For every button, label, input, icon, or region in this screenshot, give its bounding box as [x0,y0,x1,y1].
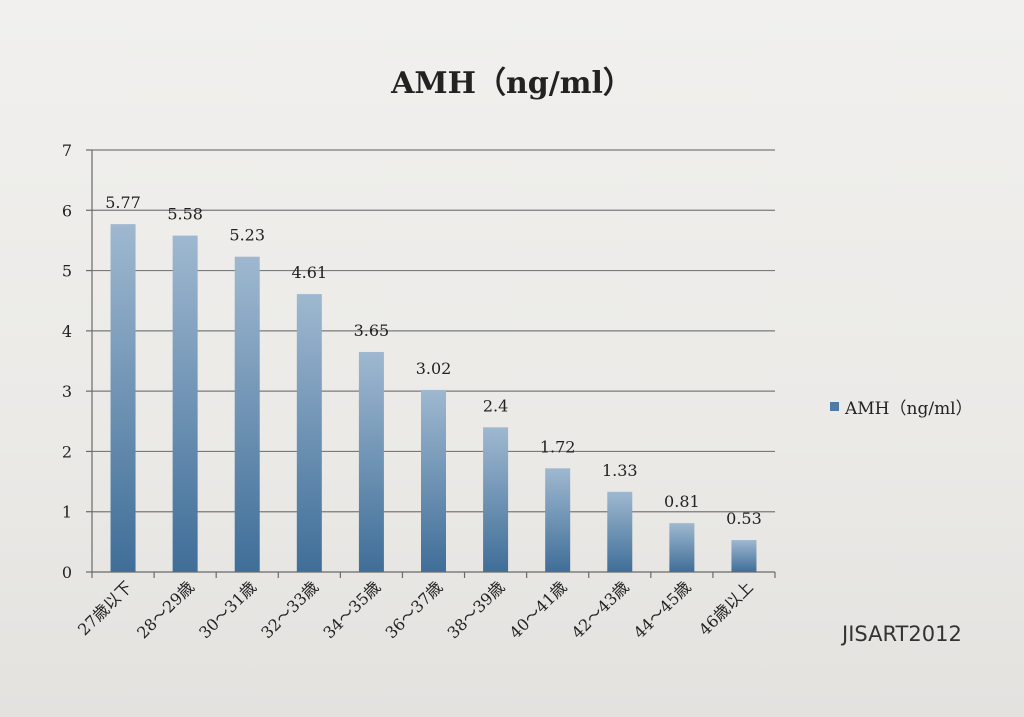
legend: AMH（ng/ml） [830,394,973,419]
data-label: 3.02 [416,359,452,378]
x-tick-label: 42～43歳 [568,577,633,642]
bar [358,351,384,572]
data-label: 0.81 [664,492,700,511]
y-tick-label: 6 [62,201,72,220]
x-tick-label: 38～39歳 [444,577,509,642]
data-label: 0.53 [726,509,762,528]
bar [296,294,322,572]
bar [669,523,695,572]
data-label: 5.23 [229,226,265,245]
bars [110,224,757,572]
value-labels: 5.77 5.58 5.23 4.61 3.65 3.02 2.4 1.72 1.33 0.81 0… [105,193,762,528]
x-tick-label: 27歳以下 [74,577,136,639]
x-tick-label: 36～37歳 [381,577,446,642]
bar [172,235,198,572]
bar [731,540,757,572]
bar [607,491,633,572]
data-label: 3.65 [354,321,390,340]
y-tick-label: 2 [62,442,72,461]
data-label: 1.33 [602,461,638,480]
y-tick-label: 4 [62,322,72,341]
y-tick-label: 1 [62,503,72,522]
y-tick-label: 3 [62,382,72,401]
bar [483,427,509,572]
bar [234,256,260,572]
x-tick-label: 30～31歳 [195,577,260,642]
data-label: 2.4 [483,396,508,415]
source-label: JISART2012 [842,622,962,646]
bar [545,468,571,572]
x-tick-label: 44～45歳 [630,577,695,642]
data-label: 1.72 [540,437,576,456]
bar [110,224,136,572]
data-label: 5.77 [105,193,141,212]
bar [421,389,446,572]
data-label: 5.58 [167,205,203,224]
x-tick-label: 46歳以上 [695,577,757,639]
legend-label: AMH（ng/ml） [845,399,973,419]
y-tick-label: 5 [62,262,72,281]
x-tick-label: 32～33歳 [257,577,322,642]
x-tick-label: 28～29歳 [133,577,198,642]
legend-swatch [830,402,839,411]
x-tick-label: 34～35歳 [319,577,384,642]
x-tick-label: 40～41歳 [506,577,571,642]
y-tick-label: 0 [62,563,72,582]
data-label: 4.61 [292,263,328,282]
chart-title: AMH（ng/ml） [391,66,633,101]
y-tick-label: 7 [62,141,72,160]
